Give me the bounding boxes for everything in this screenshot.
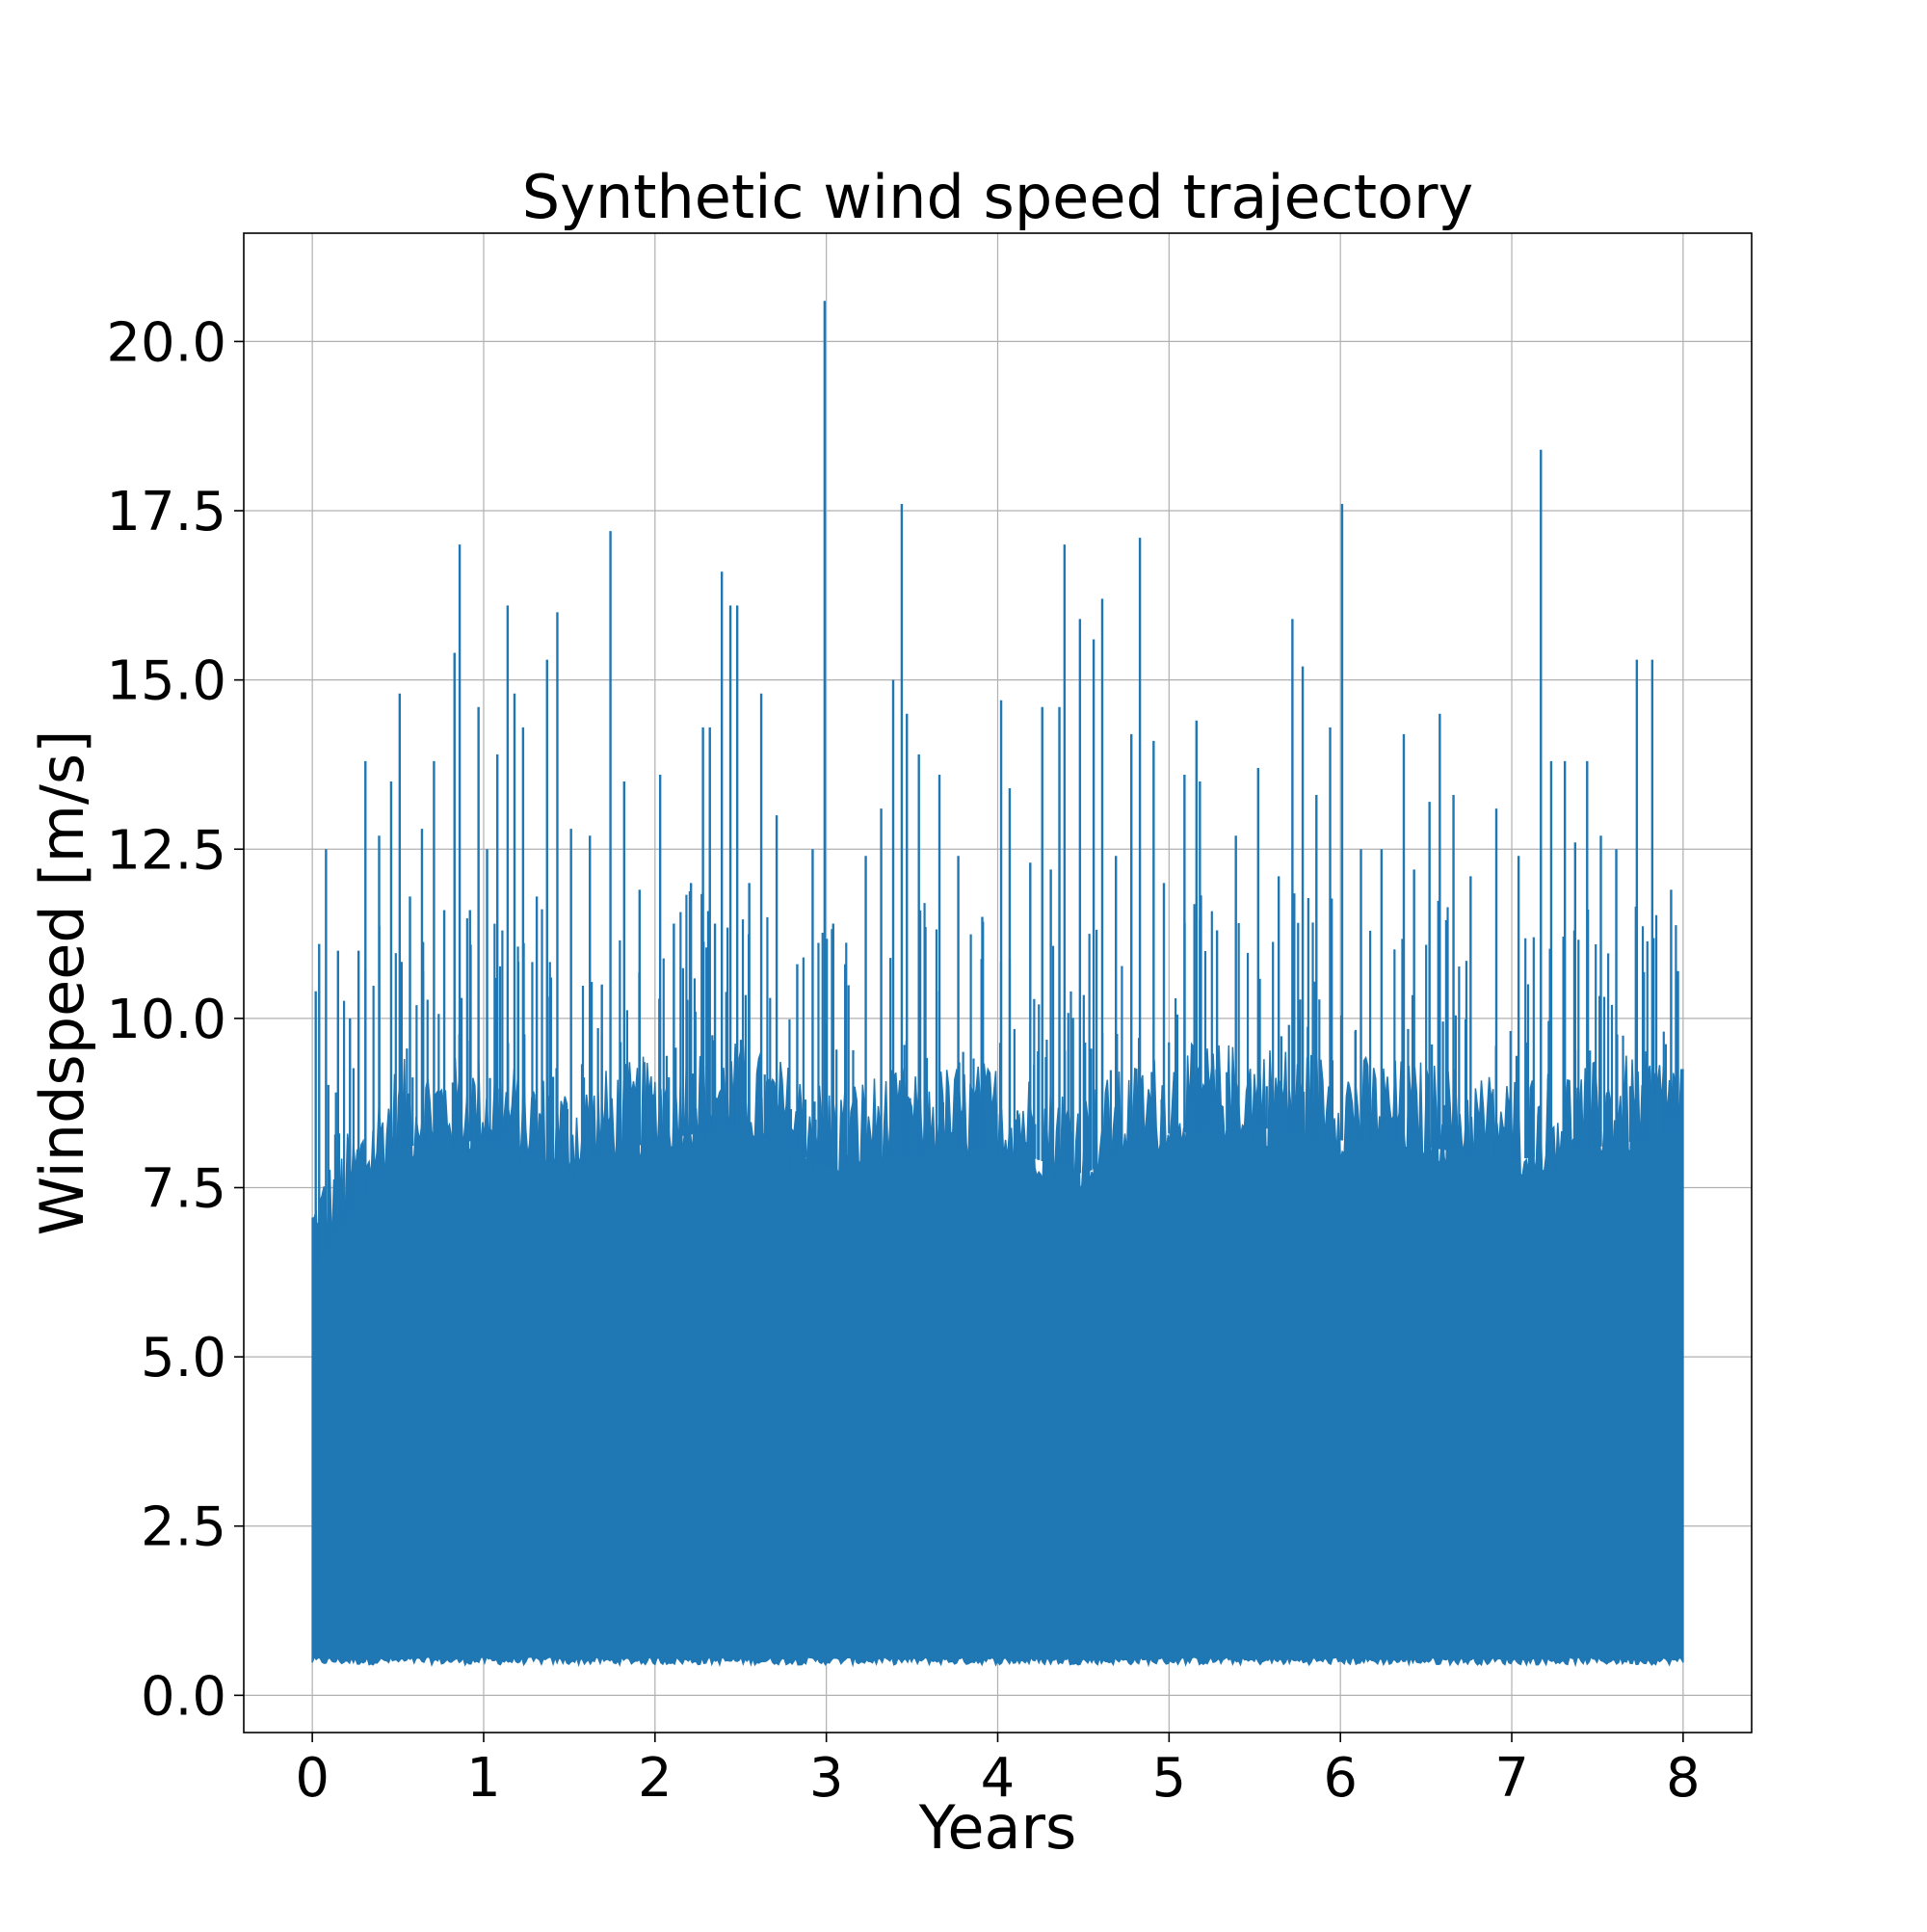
x-tick-label: 0	[295, 1747, 330, 1810]
x-tick-label: 1	[466, 1747, 501, 1810]
y-tick-label: 15.0	[106, 650, 226, 713]
y-tick-label: 7.5	[141, 1158, 226, 1221]
y-tick-label: 20.0	[106, 311, 226, 374]
x-tick-label: 6	[1323, 1747, 1358, 1810]
y-tick-label: 0.0	[141, 1665, 226, 1728]
y-tick-label: 2.5	[141, 1496, 226, 1559]
x-tick-label: 2	[638, 1747, 673, 1810]
x-tick-label: 7	[1494, 1747, 1529, 1810]
chart-title: Synthetic wind speed trajectory	[522, 162, 1473, 232]
x-tick-label: 4	[981, 1747, 1016, 1810]
y-tick-label: 10.0	[106, 989, 226, 1051]
axis-ticks: 0 1 2 3 4 5 6 7 8 0.0 2.5 5.0 7.5 10.0 12.5 15.0 17.5 20.…	[106, 311, 1700, 1810]
y-tick-label: 17.5	[106, 481, 226, 543]
x-tick-label: 5	[1152, 1747, 1187, 1810]
y-axis-label: Windspeed [m/s]	[27, 730, 97, 1236]
y-tick-label: 5.0	[141, 1327, 226, 1389]
x-axis-label: Years	[918, 1792, 1077, 1863]
series-0	[311, 301, 1684, 1668]
series-layer	[311, 301, 1684, 1668]
x-tick-label: 8	[1666, 1747, 1701, 1810]
y-tick-label: 12.5	[106, 819, 226, 882]
x-tick-label: 3	[809, 1747, 844, 1810]
